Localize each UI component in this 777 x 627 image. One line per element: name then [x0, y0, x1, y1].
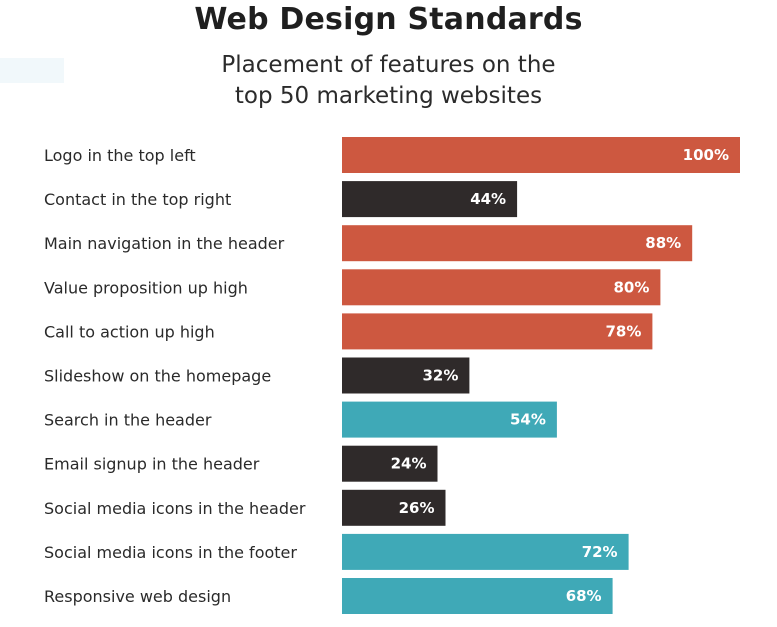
bar [342, 357, 470, 394]
value-label: 88% [645, 234, 681, 252]
decorative-stripe [0, 58, 64, 83]
category-label: Contact in the top right [44, 190, 231, 209]
category-label: Logo in the top left [44, 146, 196, 165]
category-label: Social media icons in the header [44, 499, 306, 518]
value-label: 26% [399, 499, 435, 517]
bar [342, 578, 613, 614]
value-label: 78% [605, 322, 641, 340]
category-label: Value proposition up high [44, 278, 248, 297]
value-label: 68% [566, 587, 602, 605]
value-label: 24% [391, 455, 427, 473]
bar [342, 137, 740, 173]
bar [342, 489, 446, 526]
value-label: 54% [510, 411, 546, 429]
chart-subtitle-line-1: Placement of features on the [221, 52, 556, 78]
bar [342, 445, 438, 482]
bar [342, 181, 518, 218]
category-label: Responsive web design [44, 587, 231, 606]
value-label: 44% [470, 190, 506, 208]
category-label: Main navigation in the header [44, 234, 285, 253]
category-label: Email signup in the header [44, 455, 260, 474]
chart-subtitle: Placement of features on the top 50 mark… [0, 50, 777, 112]
chart-subtitle-line-2: top 50 marketing websites [234, 83, 543, 109]
bar [342, 401, 557, 438]
value-label: 32% [422, 367, 458, 385]
bar [342, 225, 693, 262]
category-label: Call to action up high [44, 322, 215, 341]
value-label: 80% [613, 278, 649, 296]
value-label: 72% [582, 543, 618, 561]
chart-title: Web Design Standards [194, 2, 583, 37]
bar [342, 533, 629, 570]
category-label: Social media icons in the footer [44, 543, 297, 562]
category-label: Slideshow on the homepage [44, 367, 271, 386]
category-label: Search in the header [44, 411, 212, 430]
bar [342, 269, 661, 306]
value-label: 100% [683, 146, 729, 164]
bar [342, 313, 653, 350]
